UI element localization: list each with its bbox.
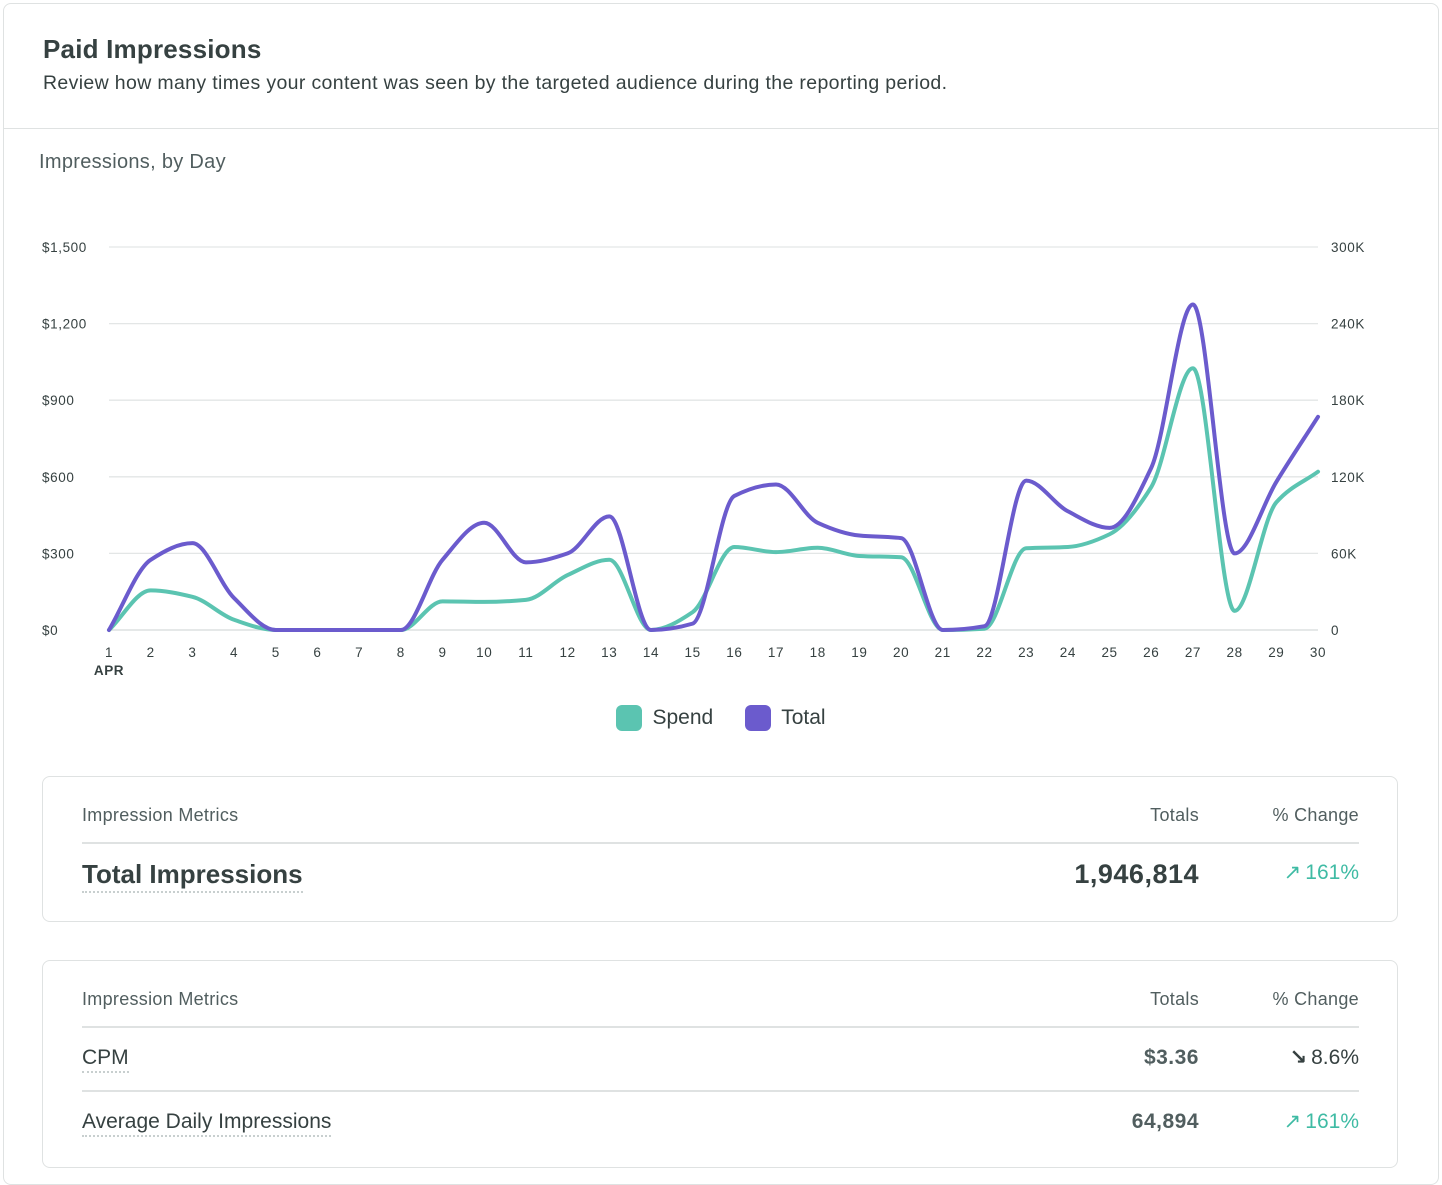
y-left-tick-label: $300 (42, 546, 74, 561)
x-tick-label: 2 (147, 645, 155, 660)
y-right-tick-label: 300K (1331, 240, 1365, 255)
x-tick-label: 30 (1310, 645, 1326, 660)
x-tick-label: 29 (1268, 645, 1284, 660)
x-tick-label: 23 (1018, 645, 1034, 660)
metric-name-average-daily-impressions[interactable]: Average Daily Impressions (82, 1110, 331, 1137)
row-divider (82, 1090, 1359, 1092)
column-header-totals: Totals (1150, 805, 1199, 826)
metric-change-cpm: ↘ 8.6% (1290, 1045, 1359, 1070)
y-right-tick-label: 180K (1331, 393, 1365, 408)
x-tick-label: 25 (1101, 645, 1117, 660)
metric-change-value: 8.6% (1311, 1046, 1359, 1070)
y-right-tick-label: 120K (1331, 470, 1365, 485)
x-tick-label: 13 (601, 645, 617, 660)
x-tick-label: 7 (355, 645, 363, 660)
column-header-metrics: Impression Metrics (82, 989, 238, 1010)
chart-legend: Spend Total (0, 705, 1442, 731)
x-tick-label: 17 (768, 645, 784, 660)
x-tick-label: 27 (1185, 645, 1201, 660)
metric-total-total-impressions: 1,946,814 (1074, 859, 1199, 890)
y-right-tick-label: 0 (1331, 623, 1339, 638)
legend-swatch-spend (616, 705, 642, 731)
legend-item-spend[interactable]: Spend (616, 705, 713, 731)
x-tick-label: 9 (438, 645, 446, 660)
x-tick-label: 12 (559, 645, 575, 660)
y-left-tick-label: $900 (42, 393, 74, 408)
header-divider (82, 842, 1359, 844)
x-tick-label: 28 (1227, 645, 1243, 660)
impression-cost-metrics-table: Impression Metrics Totals % Change CPM $… (42, 960, 1398, 1168)
metric-total-cpm: $3.36 (1144, 1046, 1199, 1070)
legend-item-total[interactable]: Total (745, 705, 825, 731)
header-divider (82, 1026, 1359, 1028)
legend-label-total: Total (781, 706, 825, 730)
metric-name-total-impressions[interactable]: Total Impressions (82, 859, 303, 893)
x-tick-label: 3 (188, 645, 196, 660)
column-header-metrics: Impression Metrics (82, 805, 238, 826)
y-left-tick-label: $0 (42, 623, 58, 638)
metric-name-cpm[interactable]: CPM (82, 1046, 129, 1073)
x-tick-label: 19 (851, 645, 867, 660)
x-tick-label: 16 (726, 645, 742, 660)
x-tick-label: 1 (105, 645, 113, 660)
metric-change-value: 161% (1305, 861, 1359, 885)
x-tick-label: 14 (643, 645, 659, 660)
y-left-tick-label: $1,500 (42, 240, 87, 255)
trend-down-icon: ↘ (1290, 1045, 1308, 1070)
x-tick-label: 5 (272, 645, 280, 660)
y-right-tick-label: 60K (1331, 546, 1357, 561)
metric-change-average-daily-impressions: ↗ 161% (1284, 1109, 1359, 1134)
metric-total-average-daily-impressions: 64,894 (1132, 1110, 1199, 1134)
trend-up-icon: ↗ (1284, 1109, 1302, 1134)
x-tick-label: 24 (1060, 645, 1076, 660)
y-left-tick-label: $600 (42, 470, 74, 485)
legend-label-spend: Spend (652, 706, 713, 730)
x-tick-label: 26 (1143, 645, 1159, 660)
x-tick-label: 4 (230, 645, 238, 660)
x-tick-label: 11 (518, 645, 533, 660)
legend-swatch-total (745, 705, 771, 731)
impressions-line-chart: $0 0 $300 60K $600 120K $900 180K $1,200 240K $1,5… (0, 0, 1442, 700)
x-tick-label: 15 (685, 645, 701, 660)
y-right-tick-label: 240K (1331, 317, 1365, 332)
metric-change-value: 161% (1305, 1110, 1359, 1134)
metric-change-total-impressions: ↗ 161% (1284, 860, 1359, 885)
column-header-change: % Change (1273, 805, 1359, 826)
y-left-tick-label: $1,200 (42, 317, 87, 332)
column-header-totals: Totals (1150, 989, 1199, 1010)
x-month-label: APR (94, 663, 124, 678)
x-tick-label: 22 (976, 645, 992, 660)
series-line-total (109, 304, 1318, 630)
x-tick-label: 21 (935, 645, 951, 660)
x-tick-label: 8 (397, 645, 405, 660)
x-tick-label: 6 (313, 645, 321, 660)
total-impressions-metrics-table: Impression Metrics Totals % Change Total… (42, 776, 1398, 922)
trend-up-icon: ↗ (1284, 860, 1302, 885)
x-tick-label: 18 (810, 645, 826, 660)
x-tick-label: 20 (893, 645, 909, 660)
x-tick-label: 10 (476, 645, 492, 660)
column-header-change: % Change (1273, 989, 1359, 1010)
